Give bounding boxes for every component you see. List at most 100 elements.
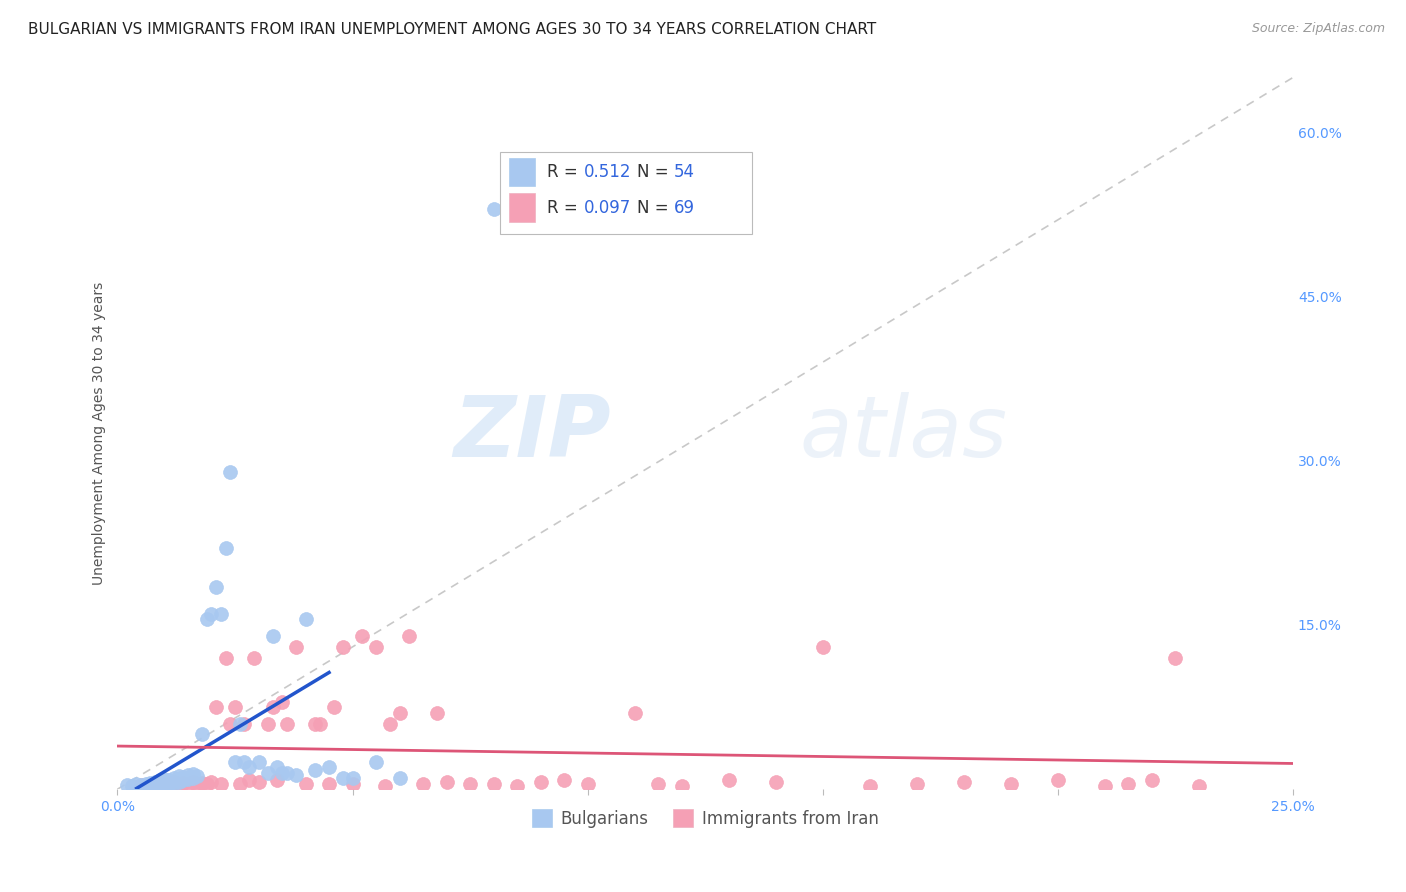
FancyBboxPatch shape xyxy=(509,158,534,186)
Text: 0.097: 0.097 xyxy=(583,199,631,217)
Point xyxy=(129,778,152,792)
Point xyxy=(157,777,180,791)
Point xyxy=(318,777,340,791)
Point xyxy=(139,779,162,793)
Point xyxy=(576,777,599,791)
Point xyxy=(149,773,172,788)
Text: 69: 69 xyxy=(673,199,695,217)
Point xyxy=(623,706,645,720)
Point xyxy=(342,771,364,785)
Point xyxy=(143,778,166,792)
Point xyxy=(257,716,280,731)
Point xyxy=(285,640,308,654)
Point xyxy=(482,202,505,216)
Point xyxy=(121,779,143,793)
Point xyxy=(1140,773,1163,788)
Point xyxy=(458,777,481,791)
Text: N =: N = xyxy=(637,199,673,217)
FancyBboxPatch shape xyxy=(509,194,534,222)
Point xyxy=(228,777,250,791)
Point xyxy=(219,465,242,479)
Point xyxy=(191,727,214,741)
Point xyxy=(172,773,194,788)
Point xyxy=(125,777,148,791)
Point xyxy=(177,768,200,782)
Point xyxy=(233,716,256,731)
Point xyxy=(1188,779,1211,793)
Point xyxy=(1046,773,1069,788)
Point xyxy=(294,777,316,791)
Point xyxy=(149,777,172,791)
Point xyxy=(294,612,316,626)
Point xyxy=(262,700,284,714)
Point xyxy=(143,779,166,793)
Point xyxy=(172,775,194,789)
Point xyxy=(186,778,208,792)
Point xyxy=(243,650,266,665)
Text: atlas: atlas xyxy=(799,392,1007,475)
Point xyxy=(143,774,166,789)
Text: BULGARIAN VS IMMIGRANTS FROM IRAN UNEMPLOYMENT AMONG AGES 30 TO 34 YEARS CORRELA: BULGARIAN VS IMMIGRANTS FROM IRAN UNEMPL… xyxy=(28,22,876,37)
Point xyxy=(318,760,340,774)
Point xyxy=(157,777,180,791)
Point xyxy=(553,773,575,788)
Point xyxy=(163,771,186,785)
Point xyxy=(364,640,387,654)
Point xyxy=(135,777,157,791)
Point xyxy=(224,700,246,714)
Point xyxy=(163,774,186,789)
Point xyxy=(247,755,270,769)
Point xyxy=(266,760,288,774)
Text: N =: N = xyxy=(637,163,673,181)
Point xyxy=(153,775,176,789)
Point xyxy=(388,771,411,785)
Point xyxy=(153,778,176,792)
Point xyxy=(322,700,344,714)
Point xyxy=(276,716,298,731)
Point xyxy=(167,769,190,783)
Point xyxy=(342,777,364,791)
Point xyxy=(905,777,928,791)
Point xyxy=(811,640,834,654)
Point xyxy=(1094,779,1116,793)
Point xyxy=(482,777,505,791)
Point xyxy=(436,774,458,789)
Point xyxy=(350,629,373,643)
Point xyxy=(276,765,298,780)
Point xyxy=(717,773,740,788)
Point xyxy=(412,777,434,791)
Point xyxy=(233,755,256,769)
Point xyxy=(214,650,236,665)
Point xyxy=(167,772,190,787)
Point xyxy=(238,760,260,774)
Point xyxy=(1000,777,1022,791)
Point xyxy=(271,765,294,780)
Text: R =: R = xyxy=(547,199,582,217)
Point xyxy=(238,773,260,788)
Point xyxy=(191,775,214,789)
Point xyxy=(530,774,553,789)
Point xyxy=(228,716,250,731)
Point xyxy=(262,629,284,643)
Point xyxy=(374,779,396,793)
Point xyxy=(139,775,162,789)
Point xyxy=(172,770,194,784)
Point xyxy=(380,716,402,731)
Point xyxy=(247,774,270,789)
Point xyxy=(224,755,246,769)
Point xyxy=(195,612,218,626)
Point xyxy=(177,772,200,787)
Point xyxy=(181,767,204,781)
Point xyxy=(426,706,449,720)
Point xyxy=(285,768,308,782)
Point xyxy=(200,774,222,789)
Point xyxy=(139,777,162,791)
FancyBboxPatch shape xyxy=(499,153,752,234)
Point xyxy=(163,775,186,789)
Text: R =: R = xyxy=(547,163,582,181)
Text: 0.512: 0.512 xyxy=(583,163,631,181)
Point xyxy=(209,607,232,621)
Text: Source: ZipAtlas.com: Source: ZipAtlas.com xyxy=(1251,22,1385,36)
Point xyxy=(186,769,208,783)
Point xyxy=(167,778,190,792)
